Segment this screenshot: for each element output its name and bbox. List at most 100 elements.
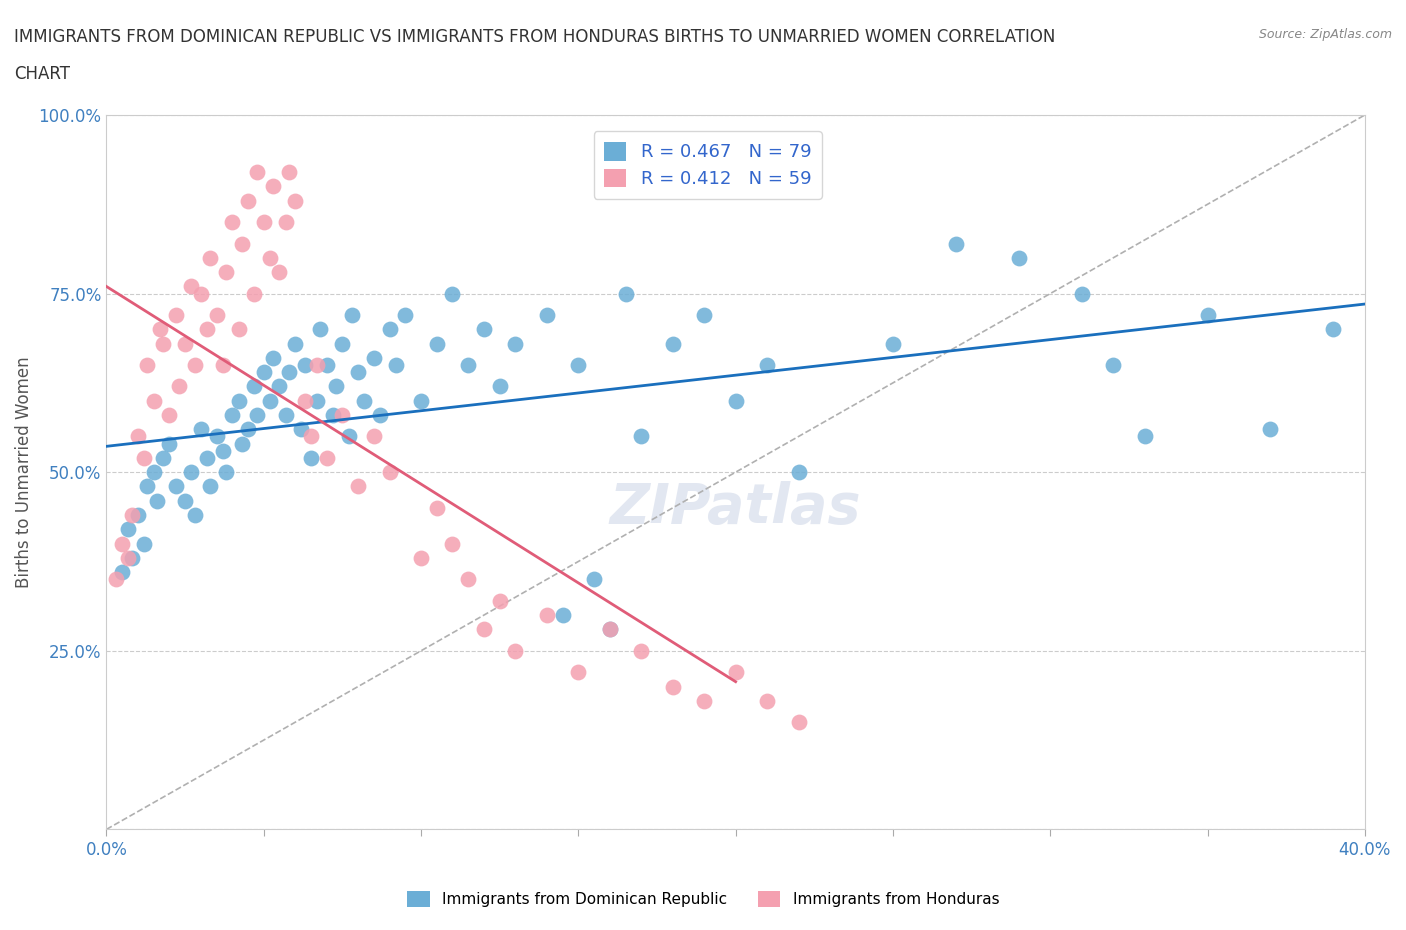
Y-axis label: Births to Unmarried Women: Births to Unmarried Women: [15, 356, 32, 588]
Point: [145, 493, 167, 508]
Point: [441, 286, 464, 301]
Point: [332, 336, 354, 351]
Point: [253, 215, 276, 230]
Point: [269, 379, 291, 394]
Point: [363, 429, 385, 444]
Point: [409, 551, 432, 565]
Point: [347, 479, 370, 494]
Point: [536, 308, 558, 323]
Point: [142, 393, 165, 408]
Point: [567, 358, 589, 373]
Point: [724, 393, 747, 408]
Point: [215, 265, 238, 280]
Point: [134, 537, 156, 551]
Point: [353, 393, 375, 408]
Point: [190, 286, 212, 301]
Point: [211, 444, 233, 458]
Point: [195, 322, 218, 337]
Point: [368, 407, 391, 422]
Point: [136, 479, 159, 494]
Point: [111, 565, 134, 579]
Point: [583, 572, 606, 587]
Point: [299, 450, 322, 465]
Point: [294, 358, 316, 373]
Point: [693, 308, 716, 323]
Point: [174, 493, 197, 508]
Point: [457, 572, 479, 587]
Point: [363, 351, 385, 365]
Point: [127, 429, 149, 444]
Point: [661, 336, 683, 351]
Text: IMMIGRANTS FROM DOMINICAN REPUBLIC VS IMMIGRANTS FROM HONDURAS BIRTHS TO UNMARRI: IMMIGRANTS FROM DOMINICAN REPUBLIC VS IM…: [14, 28, 1056, 46]
Point: [157, 407, 180, 422]
Point: [205, 308, 228, 323]
Point: [152, 336, 174, 351]
Point: [756, 694, 779, 709]
Point: [505, 644, 527, 658]
Point: [325, 379, 347, 394]
Point: [284, 193, 307, 208]
Point: [299, 429, 322, 444]
Legend: Immigrants from Dominican Republic, Immigrants from Honduras: Immigrants from Dominican Republic, Immi…: [401, 884, 1005, 913]
Point: [262, 179, 284, 193]
Point: [231, 236, 253, 251]
Point: [945, 236, 967, 251]
Point: [332, 407, 354, 422]
Point: [426, 500, 449, 515]
Point: [136, 358, 159, 373]
Point: [221, 215, 243, 230]
Point: [253, 365, 276, 379]
Point: [190, 422, 212, 437]
Point: [1070, 286, 1092, 301]
Point: [441, 537, 464, 551]
Point: [472, 622, 495, 637]
Point: [290, 422, 312, 437]
Point: [127, 508, 149, 523]
Point: [787, 715, 810, 730]
Point: [236, 193, 259, 208]
Point: [149, 322, 172, 337]
Point: [121, 551, 143, 565]
Point: [309, 322, 332, 337]
Point: [378, 322, 401, 337]
Point: [385, 358, 408, 373]
Point: [262, 351, 284, 365]
Point: [567, 665, 589, 680]
Point: [426, 336, 449, 351]
Point: [246, 165, 269, 179]
Point: [294, 393, 316, 408]
Point: [307, 358, 329, 373]
Point: [1260, 422, 1282, 437]
Point: [246, 407, 269, 422]
Point: [121, 508, 143, 523]
Point: [599, 622, 621, 637]
Point: [259, 250, 281, 265]
Point: [756, 358, 779, 373]
Point: [117, 551, 139, 565]
Point: [614, 286, 637, 301]
Point: [167, 379, 190, 394]
Point: [1197, 308, 1219, 323]
Point: [1102, 358, 1125, 373]
Point: [269, 265, 291, 280]
Point: [165, 479, 187, 494]
Point: [200, 250, 222, 265]
Point: [724, 665, 747, 680]
Point: [488, 593, 510, 608]
Point: [165, 308, 187, 323]
Point: [315, 358, 337, 373]
Point: [340, 308, 363, 323]
Point: [228, 393, 250, 408]
Point: [236, 422, 259, 437]
Point: [1133, 429, 1156, 444]
Point: [472, 322, 495, 337]
Point: [630, 429, 652, 444]
Point: [347, 365, 370, 379]
Point: [215, 465, 238, 480]
Point: [180, 279, 202, 294]
Point: [394, 308, 416, 323]
Point: [142, 465, 165, 480]
Point: [661, 679, 683, 694]
Point: [536, 607, 558, 622]
Point: [243, 286, 266, 301]
